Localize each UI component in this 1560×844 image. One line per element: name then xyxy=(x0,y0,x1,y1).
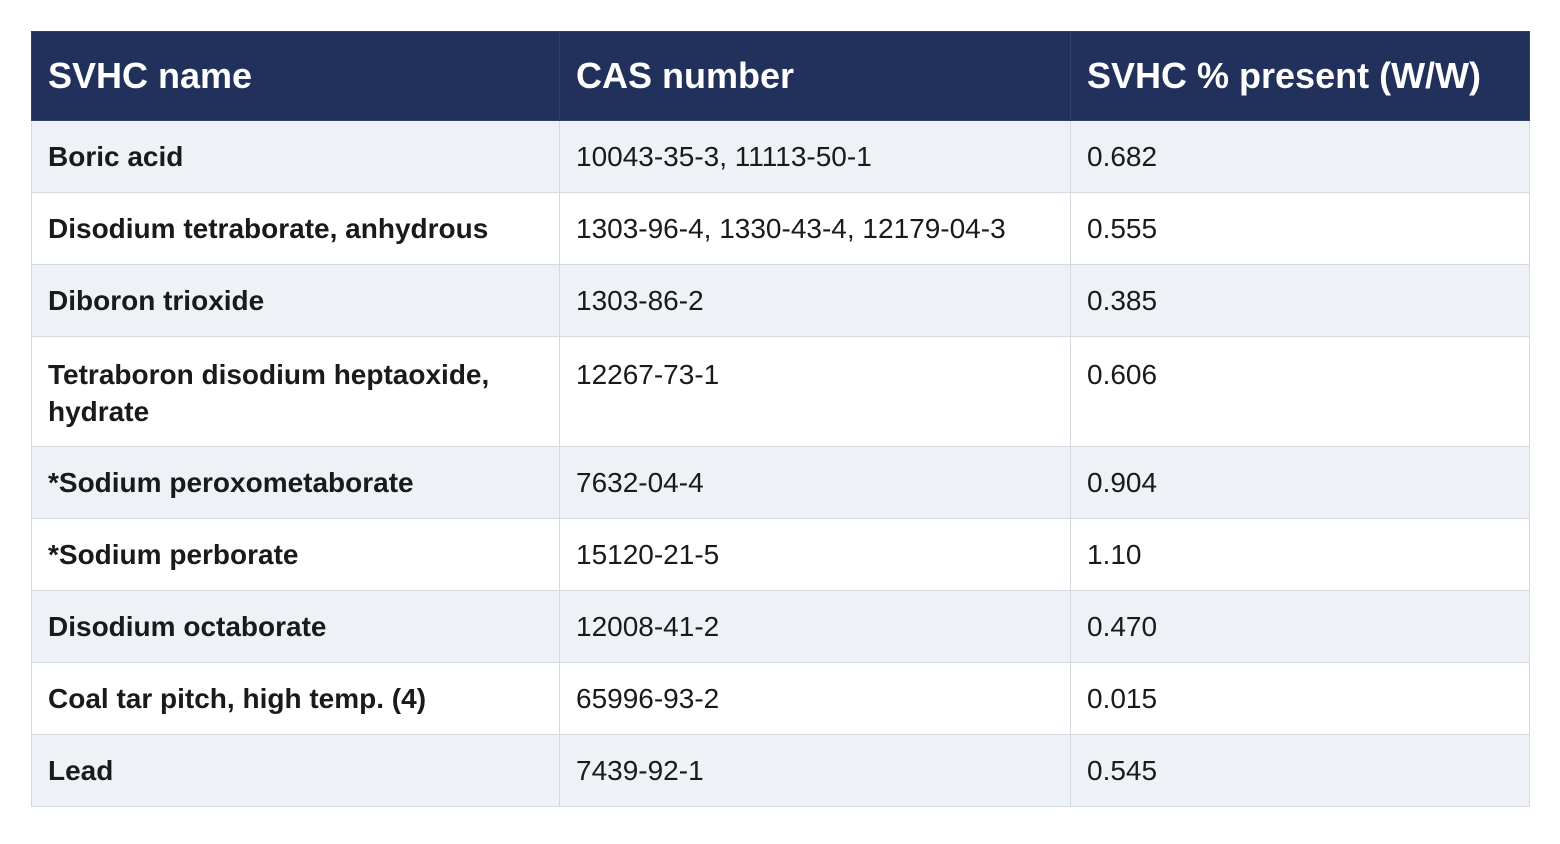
cas-number-cell: 1303-96-4, 1330-43-4, 12179-04-3 xyxy=(559,192,1071,265)
svhc-percent-cell: 0.555 xyxy=(1070,192,1530,265)
svhc-name-cell: Lead xyxy=(31,734,560,807)
svhc-name-cell: *Sodium peroxometaborate xyxy=(31,446,560,519)
svhc-name-cell: Diboron trioxide xyxy=(31,264,560,337)
svhc-name-cell: Coal tar pitch, high temp. (4) xyxy=(31,662,560,735)
cas-number-cell: 12267-73-1 xyxy=(559,336,1071,447)
svhc-percent-cell: 0.606 xyxy=(1070,336,1530,447)
table-row: Disodium tetraborate, anhydrous 1303-96-… xyxy=(31,192,1530,265)
table-row: Diboron trioxide 1303-86-2 0.385 xyxy=(31,264,1530,337)
svhc-name-cell: Boric acid xyxy=(31,120,560,193)
table-row: *Sodium perborate 15120-21-5 1.10 xyxy=(31,518,1530,591)
header-cas-number: CAS number xyxy=(559,31,1071,121)
cas-number-cell: 12008-41-2 xyxy=(559,590,1071,663)
svhc-percent-cell: 0.904 xyxy=(1070,446,1530,519)
cas-number-cell: 15120-21-5 xyxy=(559,518,1071,591)
svhc-name-cell: *Sodium perborate xyxy=(31,518,560,591)
table-body: Boric acid 10043-35-3, 11113-50-1 0.682 … xyxy=(31,120,1530,807)
svhc-percent-cell: 1.10 xyxy=(1070,518,1530,591)
cas-number-cell: 1303-86-2 xyxy=(559,264,1071,337)
table-row: Boric acid 10043-35-3, 11113-50-1 0.682 xyxy=(31,120,1530,193)
svhc-name-cell: Disodium octaborate xyxy=(31,590,560,663)
table-row: Lead 7439-92-1 0.545 xyxy=(31,734,1530,807)
table-row: Disodium octaborate 12008-41-2 0.470 xyxy=(31,590,1530,663)
header-svhc-name: SVHC name xyxy=(31,31,560,121)
cas-number-cell: 7439-92-1 xyxy=(559,734,1071,807)
header-row: SVHC name CAS number SVHC % present (W/W… xyxy=(31,31,1530,121)
svhc-percent-cell: 0.545 xyxy=(1070,734,1530,807)
svhc-percent-cell: 0.385 xyxy=(1070,264,1530,337)
svhc-name-cell: Disodium tetraborate, anhydrous xyxy=(31,192,560,265)
svhc-percent-cell: 0.015 xyxy=(1070,662,1530,735)
cas-number-cell: 65996-93-2 xyxy=(559,662,1071,735)
svhc-percent-cell: 0.682 xyxy=(1070,120,1530,193)
table-header: SVHC name CAS number SVHC % present (W/W… xyxy=(31,31,1530,121)
table-row: Coal tar pitch, high temp. (4) 65996-93-… xyxy=(31,662,1530,735)
table-row: Tetraboron disodium heptaoxide, hydrate … xyxy=(31,336,1530,447)
svhc-percent-cell: 0.470 xyxy=(1070,590,1530,663)
cas-number-cell: 7632-04-4 xyxy=(559,446,1071,519)
table-row: *Sodium peroxometaborate 7632-04-4 0.904 xyxy=(31,446,1530,519)
svhc-name-cell: Tetraboron disodium heptaoxide, hydrate xyxy=(31,336,560,447)
cas-number-cell: 10043-35-3, 11113-50-1 xyxy=(559,120,1071,193)
svhc-table: SVHC name CAS number SVHC % present (W/W… xyxy=(31,31,1530,807)
header-svhc-percent: SVHC % present (W/W) xyxy=(1070,31,1530,121)
